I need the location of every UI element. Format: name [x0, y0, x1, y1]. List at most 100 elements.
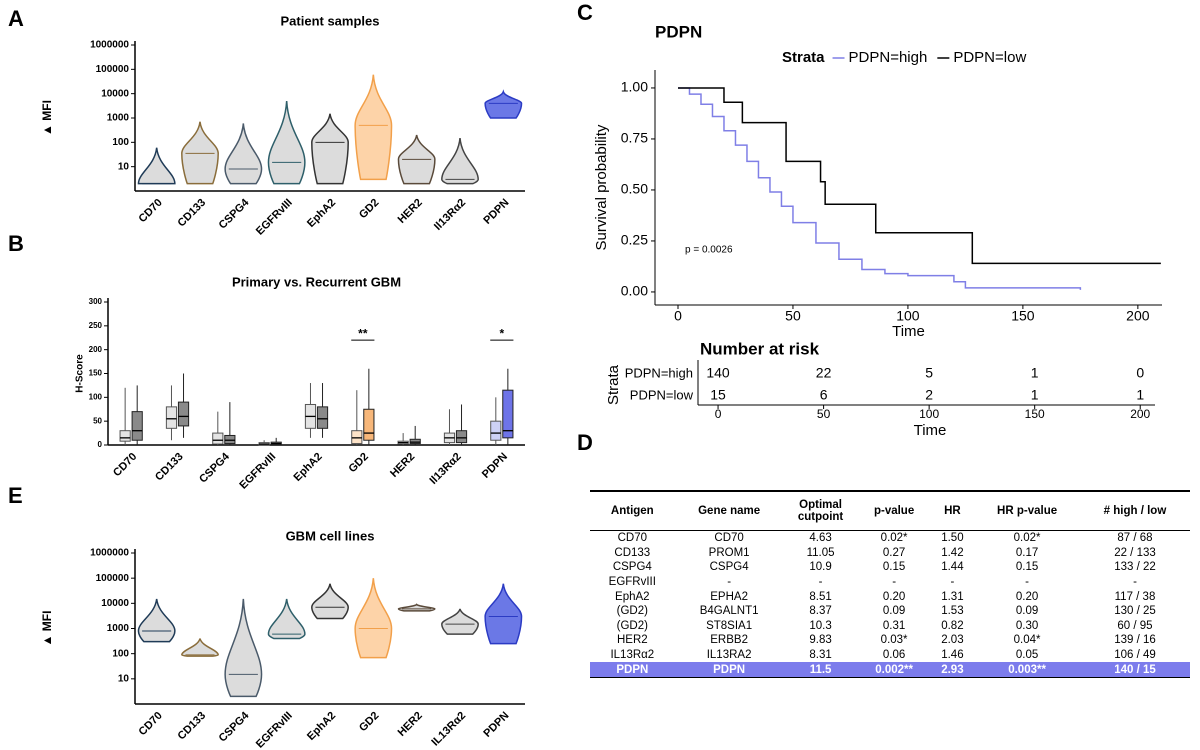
violin	[484, 583, 523, 645]
box	[502, 389, 514, 439]
column-header: Optimal cutpoint	[783, 490, 858, 531]
violin	[441, 608, 479, 635]
x-tick-label: 0	[715, 407, 722, 421]
x-tick-label: EGFRvIII	[237, 451, 278, 492]
table-row: EGFRvIII - - - - - -	[590, 575, 1190, 590]
table-cell: 0.31	[882, 619, 906, 632]
x-tick-label: CD70	[111, 451, 139, 479]
table-cell: 0.02*	[880, 532, 908, 545]
x-tick-label: 200	[1126, 308, 1150, 324]
box	[119, 430, 131, 442]
table-cell: 0.02*	[1013, 532, 1041, 545]
x-tick-label: 100	[896, 308, 920, 324]
table-cell: 130 / 25	[1114, 605, 1156, 618]
table-cell: 22 / 133	[1114, 546, 1156, 559]
x-tick-label: HER2	[396, 710, 425, 739]
table-cell: EGFRvIII	[608, 576, 656, 589]
table-cell: 87 / 68	[1117, 532, 1153, 545]
violin	[311, 583, 349, 620]
table-cell: 0.09	[882, 605, 906, 618]
x-tick-label: 150	[1011, 308, 1035, 324]
table-cell: PDPN	[590, 662, 675, 678]
y-tick-label: 1000000	[90, 548, 129, 559]
table-cell: 0.20	[1015, 590, 1039, 603]
y-tick-label: 0.50	[621, 181, 648, 197]
table-cell: 0.06	[882, 649, 906, 662]
violin	[181, 121, 219, 185]
box	[131, 411, 143, 441]
table-row: PDPN PDPN 11.5 0.002** 2.93 0.003** 140 / 15	[590, 662, 1190, 678]
table: Antigen Gene name Optimal cutpoint p-value H…	[590, 490, 1190, 678]
table-cell: 0.15	[882, 561, 906, 574]
violin	[137, 147, 176, 185]
y-tick-label: 100	[112, 648, 129, 659]
table-cell: CD70	[617, 532, 648, 545]
table-cell: B4GALNT1	[699, 605, 759, 618]
legend-label: PDPN=low	[953, 49, 1026, 66]
x-tick-label: EGFRvIII	[254, 197, 295, 238]
violin	[267, 100, 306, 185]
x-tick-label: CD70	[136, 710, 164, 738]
table-cell: PDPN	[674, 662, 784, 678]
risk-x-label: Time	[914, 422, 947, 439]
y-tick-label: 0.00	[621, 283, 648, 299]
table-cell: 139 / 16	[1114, 634, 1156, 647]
y-axis-label: H-Score	[75, 354, 86, 393]
panel-label: B	[8, 231, 24, 256]
x-tick-label: EGFRvIII	[254, 710, 295, 750]
x-tick-label: GD2	[357, 710, 381, 734]
x-tick-label: CD133	[153, 451, 186, 484]
header-row: Antigen Gene name Optimal cutpoint p-value H…	[590, 490, 1190, 531]
table-cell: EphA2	[615, 590, 650, 603]
table-cell: ST8SIA1	[706, 619, 753, 632]
box	[351, 430, 363, 445]
risk-count: 1	[1031, 387, 1039, 403]
table-cell: IL13RA2	[706, 649, 752, 662]
table-cell: -	[727, 576, 732, 589]
y-tick-label: 1000	[107, 623, 130, 634]
y-tick-label: 10	[118, 673, 130, 684]
x-tick-label: EphA2	[305, 197, 338, 230]
risk-count: 1	[1031, 365, 1039, 381]
table-cell: 106 / 49	[1114, 649, 1156, 662]
x-tick-label: CD70	[136, 197, 164, 225]
box	[409, 438, 421, 445]
x-tick-label: Il13Rα2	[432, 197, 468, 233]
y-tick-label: 100	[89, 392, 103, 401]
table-cell: 140 / 15	[1079, 662, 1190, 678]
x-tick-label: HER2	[388, 451, 417, 480]
survival-curve	[677, 87, 1161, 265]
x-tick-label: CSPG4	[197, 450, 232, 485]
violin	[267, 598, 306, 640]
column-header: HR	[930, 490, 975, 531]
chart-title: Patient samples	[281, 13, 380, 28]
table-cell: 0.03*	[880, 634, 908, 647]
table-cell: 2.03	[941, 634, 964, 647]
y-axis-label: ▲ MFI	[40, 611, 54, 647]
table-cell: 8.37	[809, 605, 832, 618]
risk-count: 15	[710, 387, 726, 403]
y-tick-label: 0.75	[621, 130, 648, 146]
box	[455, 430, 468, 444]
table-cell: 1.42	[941, 546, 964, 559]
box	[363, 408, 375, 441]
violin	[137, 598, 176, 643]
table-cell: 1.31	[941, 590, 964, 603]
y-tick-label: 1000000	[90, 40, 129, 51]
table-cell: CSPG4	[612, 561, 652, 574]
x-tick-label: 150	[1025, 407, 1045, 421]
table-cell: CD133	[614, 546, 651, 559]
x-tick-label: PDPN	[481, 197, 511, 227]
table-cell: 8.31	[809, 649, 832, 662]
risk-count: 22	[816, 365, 832, 381]
survival-curve	[677, 87, 1082, 290]
x-tick-label: PDPN	[481, 710, 511, 740]
table-cell: HER2	[616, 634, 648, 647]
table-cell: 0.30	[1015, 619, 1039, 632]
y-tick-label: 10000	[101, 598, 129, 609]
table-cell: CSPG4	[709, 561, 749, 574]
risk-row-label: PDPN=high	[625, 365, 693, 380]
y-tick-label: 250	[89, 321, 103, 330]
table-body: CD70 CD70 4.63 0.02* 1.50 0.02* 87 / 68 CD133 PR…	[590, 531, 1190, 678]
